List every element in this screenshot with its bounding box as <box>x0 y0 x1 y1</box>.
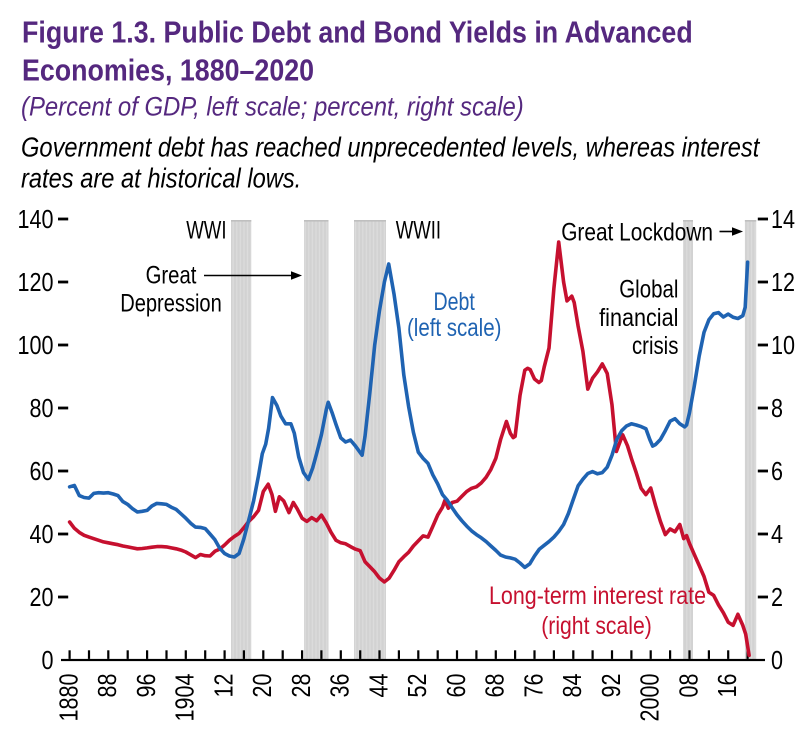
svg-text:WWII: WWII <box>396 216 441 244</box>
svg-text:crisis: crisis <box>632 331 678 359</box>
svg-text:Depression: Depression <box>120 290 222 318</box>
svg-text:Global: Global <box>619 274 678 302</box>
svg-text:Figure 1.3. Public Debt and Bo: Figure 1.3. Public Debt and Bond Yields … <box>22 16 693 50</box>
svg-text:rates are at historical lows.: rates are at historical lows. <box>21 164 301 194</box>
svg-text:WWI: WWI <box>186 216 226 244</box>
svg-text:140: 140 <box>18 206 54 234</box>
svg-text:96: 96 <box>133 674 161 698</box>
svg-text:1904: 1904 <box>172 674 200 722</box>
svg-text:100: 100 <box>18 332 54 360</box>
svg-text:14: 14 <box>771 206 795 234</box>
svg-text:2000: 2000 <box>637 674 665 722</box>
svg-text:16: 16 <box>714 674 742 698</box>
svg-text:Long-term interest rate: Long-term interest rate <box>489 582 706 610</box>
svg-text:Debt: Debt <box>434 288 476 316</box>
svg-text:44: 44 <box>366 674 394 698</box>
svg-text:20: 20 <box>30 584 54 612</box>
svg-text:Economies, 1880–2020: Economies, 1880–2020 <box>22 54 314 88</box>
svg-text:financial: financial <box>599 304 678 332</box>
svg-text:12: 12 <box>211 674 239 698</box>
svg-text:20: 20 <box>250 674 278 698</box>
svg-text:Great: Great <box>146 260 197 288</box>
svg-text:4: 4 <box>771 521 783 549</box>
svg-text:08: 08 <box>676 674 704 698</box>
svg-text:(Percent of GDP, left scale; p: (Percent of GDP, left scale; percent, ri… <box>21 92 524 122</box>
svg-text:(right scale): (right scale) <box>541 612 651 640</box>
svg-text:2: 2 <box>771 584 783 612</box>
svg-text:12: 12 <box>771 269 795 297</box>
svg-text:92: 92 <box>598 674 626 698</box>
svg-text:52: 52 <box>405 674 433 698</box>
svg-text:60: 60 <box>443 674 471 698</box>
svg-text:(left scale): (left scale) <box>407 313 502 341</box>
svg-text:68: 68 <box>482 674 510 698</box>
svg-text:10: 10 <box>771 332 795 360</box>
svg-text:Government debt has reached un: Government debt has reached unprecedente… <box>21 133 761 163</box>
svg-text:60: 60 <box>30 458 54 486</box>
svg-text:Great Lockdown: Great Lockdown <box>561 218 713 246</box>
svg-text:84: 84 <box>560 674 588 698</box>
svg-text:0: 0 <box>771 647 783 675</box>
svg-text:0: 0 <box>41 647 53 675</box>
svg-text:76: 76 <box>521 674 549 698</box>
svg-text:1880: 1880 <box>56 674 84 722</box>
svg-text:88: 88 <box>95 674 123 698</box>
svg-text:28: 28 <box>288 674 316 698</box>
svg-text:120: 120 <box>18 269 54 297</box>
svg-text:8: 8 <box>771 395 783 423</box>
svg-text:80: 80 <box>30 395 54 423</box>
svg-text:40: 40 <box>30 521 54 549</box>
svg-text:6: 6 <box>771 458 783 486</box>
svg-text:36: 36 <box>327 674 355 698</box>
